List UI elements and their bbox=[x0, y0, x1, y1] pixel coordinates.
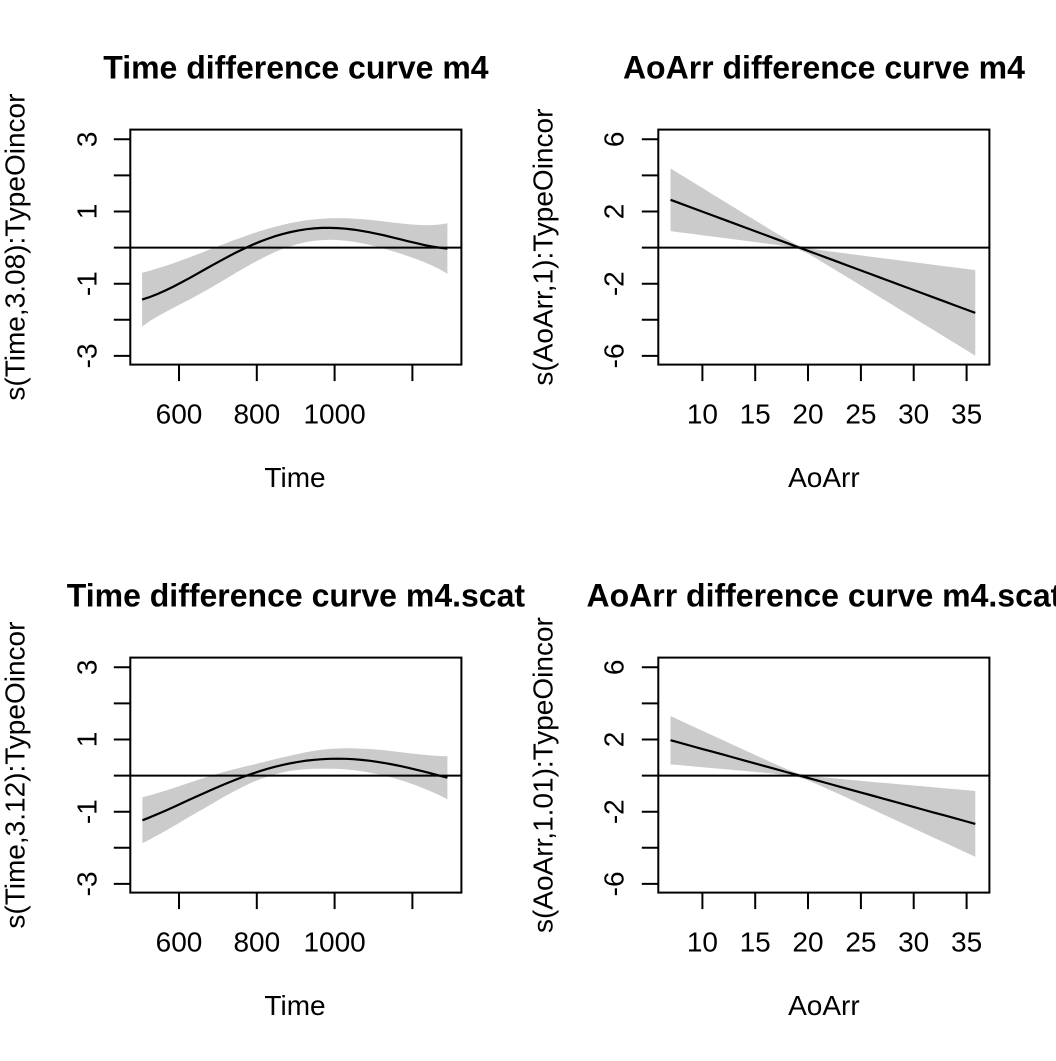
svg-text:10: 10 bbox=[687, 926, 718, 957]
svg-text:10: 10 bbox=[687, 398, 718, 429]
svg-text:Time: Time bbox=[264, 990, 325, 1021]
svg-text:-6: -6 bbox=[599, 343, 630, 368]
svg-text:25: 25 bbox=[845, 926, 876, 957]
svg-text:s(Time,3.12):TypeOincor: s(Time,3.12):TypeOincor bbox=[0, 622, 31, 929]
svg-text:-2: -2 bbox=[599, 799, 630, 824]
svg-text:600: 600 bbox=[156, 398, 203, 429]
svg-text:1: 1 bbox=[72, 732, 103, 748]
svg-text:1000: 1000 bbox=[303, 926, 365, 957]
svg-text:3: 3 bbox=[72, 660, 103, 676]
svg-text:-3: -3 bbox=[72, 343, 103, 368]
svg-text:AoArr difference curve m4.scat: AoArr difference curve m4.scat bbox=[586, 578, 1056, 614]
svg-text:35: 35 bbox=[951, 926, 982, 957]
svg-text:-1: -1 bbox=[72, 799, 103, 824]
svg-text:2: 2 bbox=[599, 732, 630, 748]
svg-text:20: 20 bbox=[792, 398, 823, 429]
svg-text:15: 15 bbox=[740, 398, 771, 429]
svg-text:Time: Time bbox=[264, 462, 325, 493]
svg-text:3: 3 bbox=[72, 132, 103, 148]
svg-text:-2: -2 bbox=[599, 271, 630, 296]
svg-text:600: 600 bbox=[156, 926, 203, 957]
svg-text:6: 6 bbox=[599, 660, 630, 676]
svg-text:AoArr difference curve m4: AoArr difference curve m4 bbox=[623, 50, 1025, 86]
svg-text:s(AoArr,1):TypeOincor: s(AoArr,1):TypeOincor bbox=[528, 109, 559, 386]
svg-text:-6: -6 bbox=[599, 871, 630, 896]
svg-text:20: 20 bbox=[792, 926, 823, 957]
svg-text:2: 2 bbox=[599, 204, 630, 220]
svg-text:30: 30 bbox=[898, 398, 929, 429]
svg-text:6: 6 bbox=[599, 132, 630, 148]
svg-text:Time difference curve m4: Time difference curve m4 bbox=[103, 50, 489, 86]
svg-text:35: 35 bbox=[951, 398, 982, 429]
svg-text:s(AoArr,1.01):TypeOincor: s(AoArr,1.01):TypeOincor bbox=[528, 617, 559, 933]
svg-text:1: 1 bbox=[72, 204, 103, 220]
svg-text:1000: 1000 bbox=[303, 398, 365, 429]
svg-text:30: 30 bbox=[898, 926, 929, 957]
svg-text:AoArr: AoArr bbox=[788, 462, 860, 493]
svg-text:800: 800 bbox=[233, 398, 280, 429]
svg-text:Time difference curve m4.scat: Time difference curve m4.scat bbox=[67, 578, 526, 614]
svg-text:25: 25 bbox=[845, 398, 876, 429]
svg-text:15: 15 bbox=[740, 926, 771, 957]
svg-text:AoArr: AoArr bbox=[788, 990, 860, 1021]
svg-text:-1: -1 bbox=[72, 271, 103, 296]
svg-text:s(Time,3.08):TypeOincor: s(Time,3.08):TypeOincor bbox=[0, 94, 31, 401]
svg-text:-3: -3 bbox=[72, 871, 103, 896]
svg-text:800: 800 bbox=[233, 926, 280, 957]
